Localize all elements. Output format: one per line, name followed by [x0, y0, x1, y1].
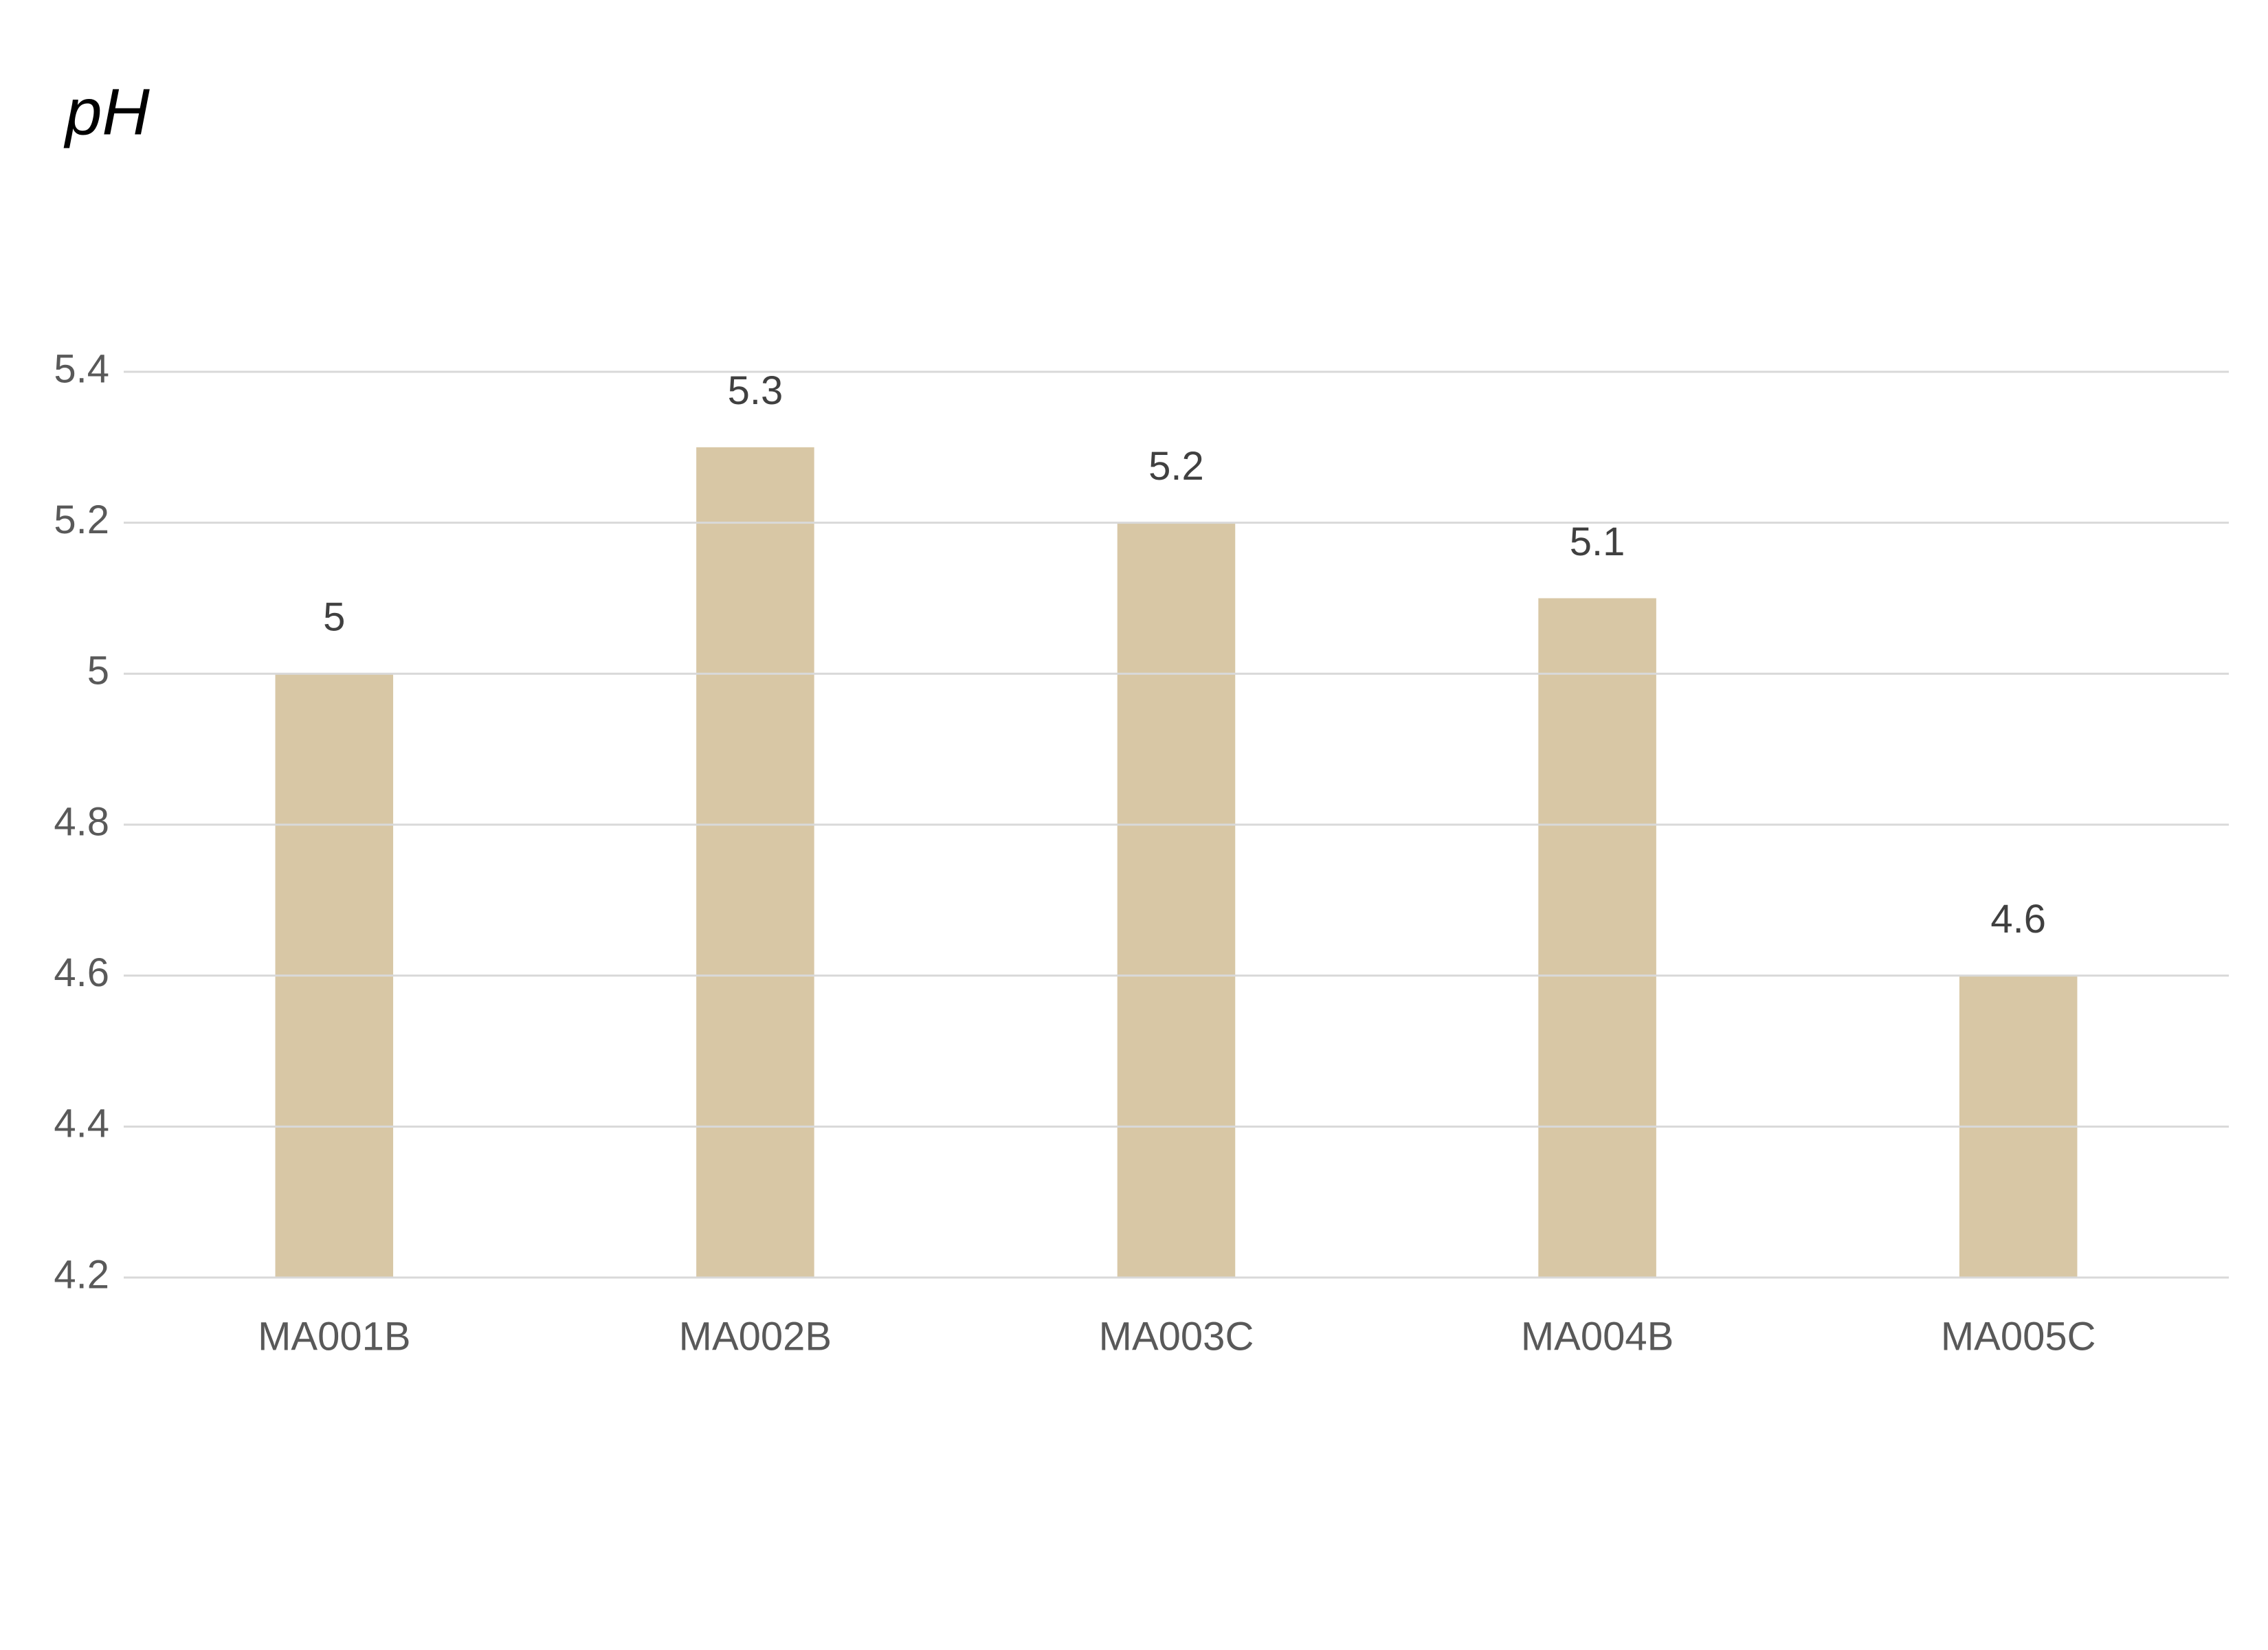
- y-tick-label: 4.8: [54, 799, 109, 844]
- bar: [696, 447, 814, 1278]
- x-tick-label: MA001B: [258, 1314, 410, 1359]
- data-label: 5.1: [1570, 520, 1625, 564]
- data-label: 5.3: [728, 368, 783, 413]
- chart-title: pH: [63, 75, 150, 148]
- x-tick-label: MA005C: [1941, 1314, 2096, 1359]
- y-tick-label: 4.6: [54, 950, 109, 995]
- bar: [1538, 598, 1656, 1278]
- y-tick-label: 4.4: [54, 1102, 109, 1146]
- y-tick-label: 5.2: [54, 498, 109, 542]
- data-label: 4.6: [1990, 897, 2046, 941]
- bar: [1117, 522, 1236, 1278]
- y-tick-label: 5.4: [54, 346, 109, 391]
- x-tick-label: MA002B: [679, 1314, 832, 1359]
- data-label: 5: [323, 595, 345, 640]
- y-tick-label: 4.2: [54, 1252, 109, 1297]
- x-tick-label: MA004B: [1521, 1314, 1674, 1359]
- y-tick-label: 5: [87, 649, 109, 693]
- data-label: 5.2: [1148, 444, 1204, 489]
- x-tick-label: MA003C: [1099, 1314, 1254, 1359]
